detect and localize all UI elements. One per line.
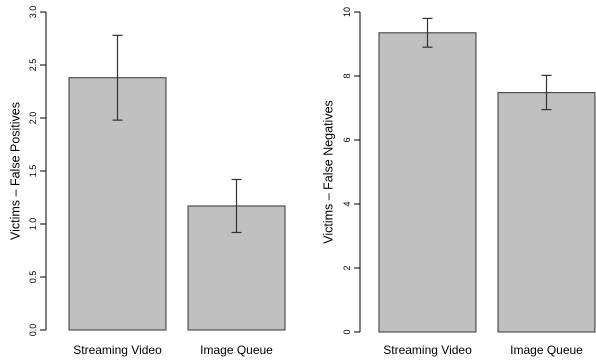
y-tick-label: 2: [342, 265, 352, 270]
y-tick-label: 0.5: [28, 271, 38, 284]
y-tick-label: 10: [342, 7, 352, 17]
y-tick-label: 4: [342, 201, 352, 206]
y-tick-label: 3.0: [28, 6, 38, 19]
category-label: Image Queue: [200, 343, 273, 357]
y-tick-label: 2.5: [28, 59, 38, 72]
y-axis-title: Victims – False Negatives: [321, 100, 335, 244]
category-label: Streaming Video: [73, 343, 162, 357]
y-tick-label: 6: [342, 137, 352, 142]
y-tick-label: 1.5: [28, 165, 38, 178]
y-tick-label: 2.0: [28, 112, 38, 125]
y-tick-label: 8: [342, 73, 352, 78]
category-label: Image Queue: [510, 343, 583, 357]
bar: [497, 92, 596, 333]
y-tick-label: 1.0: [28, 218, 38, 231]
y-axis-title: Victims – False Positives: [8, 102, 22, 240]
y-tick-label: 0: [342, 329, 352, 334]
bar: [378, 32, 477, 333]
y-tick-label: 0.0: [28, 324, 38, 337]
category-label: Streaming Video: [383, 343, 472, 357]
